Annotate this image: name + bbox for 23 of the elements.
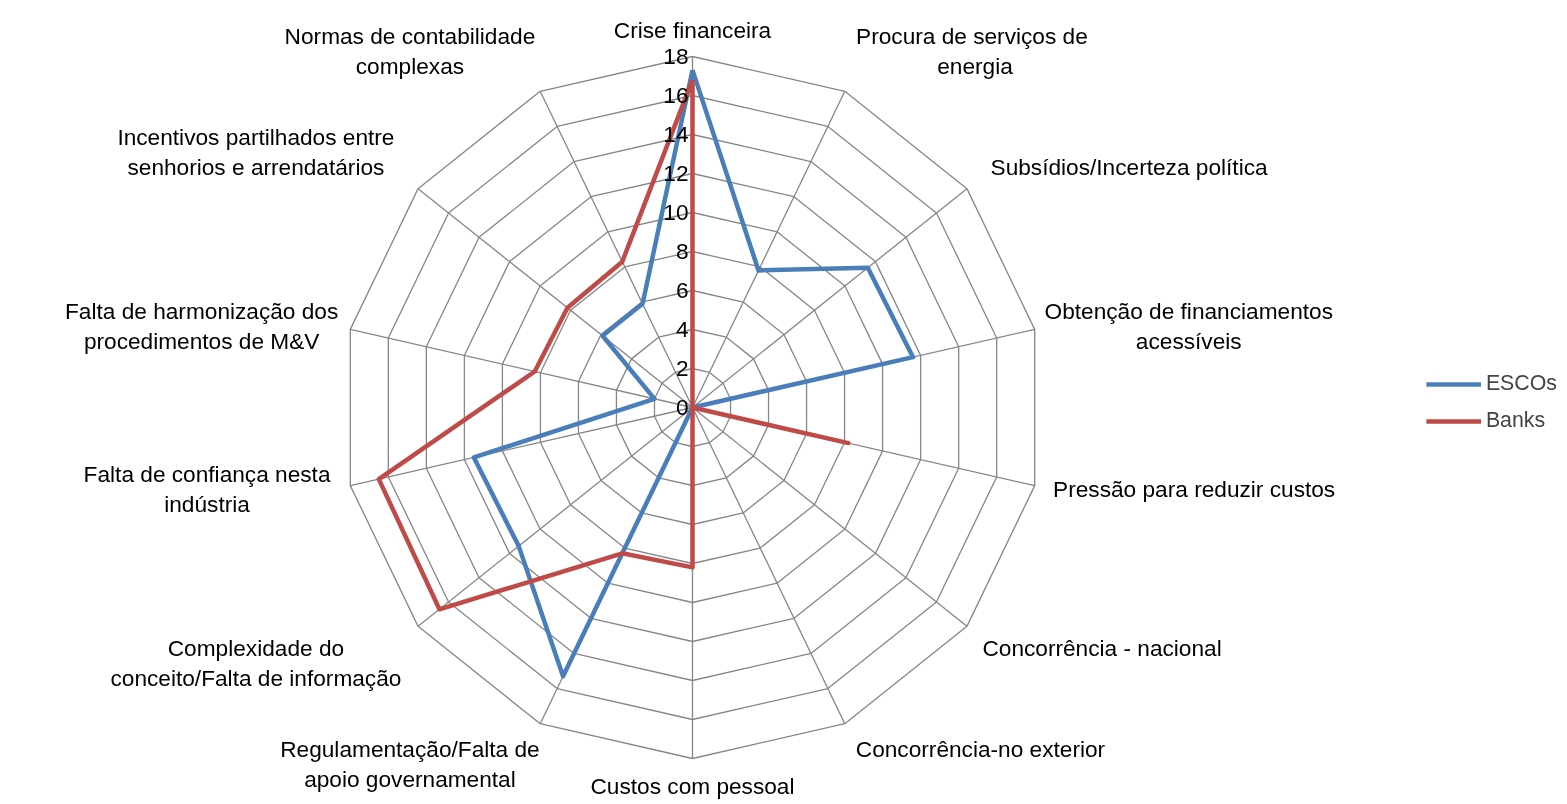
y-tick-label: 0: [675, 394, 689, 420]
spoke-label: Falta de confiança nesta indústria: [83, 460, 331, 517]
spoke-label: Subsídios/Incerteza política: [990, 153, 1268, 180]
y-tick-label: 10: [663, 199, 689, 225]
legend-label: ESCOs: [1485, 371, 1557, 396]
spoke-label: Regulamentação/Falta de apoio governamental: [280, 736, 540, 793]
spoke-label: Incentivos partilhados entre senhorios e arrendatários: [117, 124, 395, 180]
spoke-label: Procura de serviços de energia: [856, 22, 1088, 79]
y-tick-label: 18: [663, 43, 689, 69]
spoke-label: Complexidade do conceito/Falta de informação: [110, 635, 402, 691]
spoke-label: Concorrência - nacional: [982, 635, 1222, 662]
spoke-label: Crise financeira: [613, 16, 772, 43]
spoke-label: Concorrência-no exterior: [855, 736, 1106, 763]
spoke-label: Custos com pessoal: [590, 772, 795, 799]
y-tick-label: 6: [675, 277, 689, 303]
y-tick-label: 8: [675, 238, 689, 264]
spoke-label: Obtenção de financiamentos acessíveis: [1044, 298, 1333, 355]
spoke-label: Pressão para reduzir custos: [1053, 475, 1336, 502]
spoke-label: Falta de harmonização dos procedimentos de M&V: [65, 298, 339, 355]
y-tick-label: 2: [675, 355, 689, 381]
legend-label: Banks: [1485, 408, 1546, 433]
y-tick-label: 4: [675, 316, 689, 342]
spoke-label: Normas de contabilidade complexas: [284, 22, 536, 79]
